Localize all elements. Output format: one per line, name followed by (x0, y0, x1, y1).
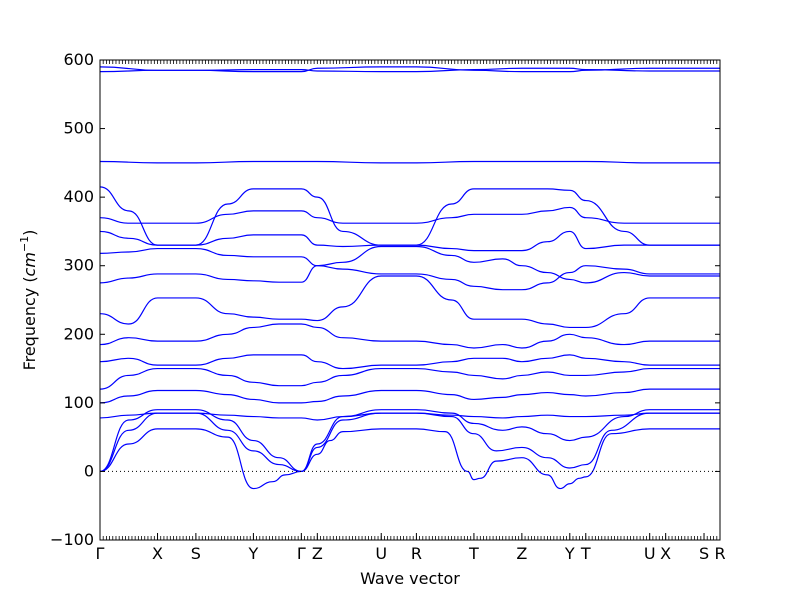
x-kpoint-label: Γ (297, 544, 306, 563)
y-axis-title-unit: cm (20, 252, 39, 276)
y-axis-title-close: ) (20, 230, 39, 236)
band-line-5 (99, 388, 720, 404)
band-line-9 (99, 275, 720, 329)
x-kpoint-label: Y (248, 544, 259, 563)
y-tick-label: 400 (63, 187, 94, 206)
band-line-4 (99, 412, 720, 421)
x-kpoint-label: X (660, 544, 671, 563)
band-line-17 (99, 66, 720, 73)
y-tick-label: 100 (63, 393, 94, 412)
x-kpoint-label: R (411, 544, 422, 563)
y-tick-label: 500 (63, 119, 94, 138)
band-line-8 (99, 323, 720, 349)
y-tick-label: −100 (50, 530, 94, 549)
y-axis-title: Frequency (cm−1) (18, 230, 39, 371)
x-kpoint-label: U (644, 544, 656, 563)
y-tick-label: 600 (63, 50, 94, 69)
y-tick-label: 200 (63, 324, 94, 343)
plot-frame (99, 59, 721, 541)
x-kpoint-label: S (191, 544, 201, 563)
band-line-10 (99, 265, 720, 291)
x-kpoint-label: Z (312, 544, 323, 563)
x-kpoint-label: U (375, 544, 387, 563)
y-axis-ticks: −100 0 100 200 300 400 500 600 (50, 50, 720, 549)
y-tick-label: 300 (63, 256, 94, 275)
x-kpoint-label: T (580, 544, 591, 563)
x-kpoint-label: Γ (96, 544, 105, 563)
band-line-7 (99, 354, 720, 370)
x-kpoint-label: Y (564, 544, 575, 563)
x-kpoint-label: X (152, 544, 163, 563)
band-line-12 (99, 230, 720, 252)
x-kpoint-label: R (714, 544, 725, 563)
band-line-1 (99, 428, 720, 490)
y-axis-title-exp: −1 (18, 236, 31, 252)
x-kpoint-label: Z (516, 544, 527, 563)
x-kpoint-label: T (468, 544, 479, 563)
band-line-11 (99, 245, 720, 284)
band-line-14 (99, 186, 720, 246)
x-kpoint-label: S (699, 544, 709, 563)
band-line-13 (99, 206, 720, 224)
band-line-6 (99, 367, 720, 390)
band-line-15 (99, 160, 720, 164)
band-line-16 (99, 67, 720, 73)
x-axis-title: Wave vector (360, 569, 460, 588)
y-tick-label: 0 (84, 461, 94, 480)
band-lines (99, 66, 720, 490)
y-axis-title-text: Frequency ( (20, 276, 39, 370)
band-line-3 (99, 409, 720, 473)
